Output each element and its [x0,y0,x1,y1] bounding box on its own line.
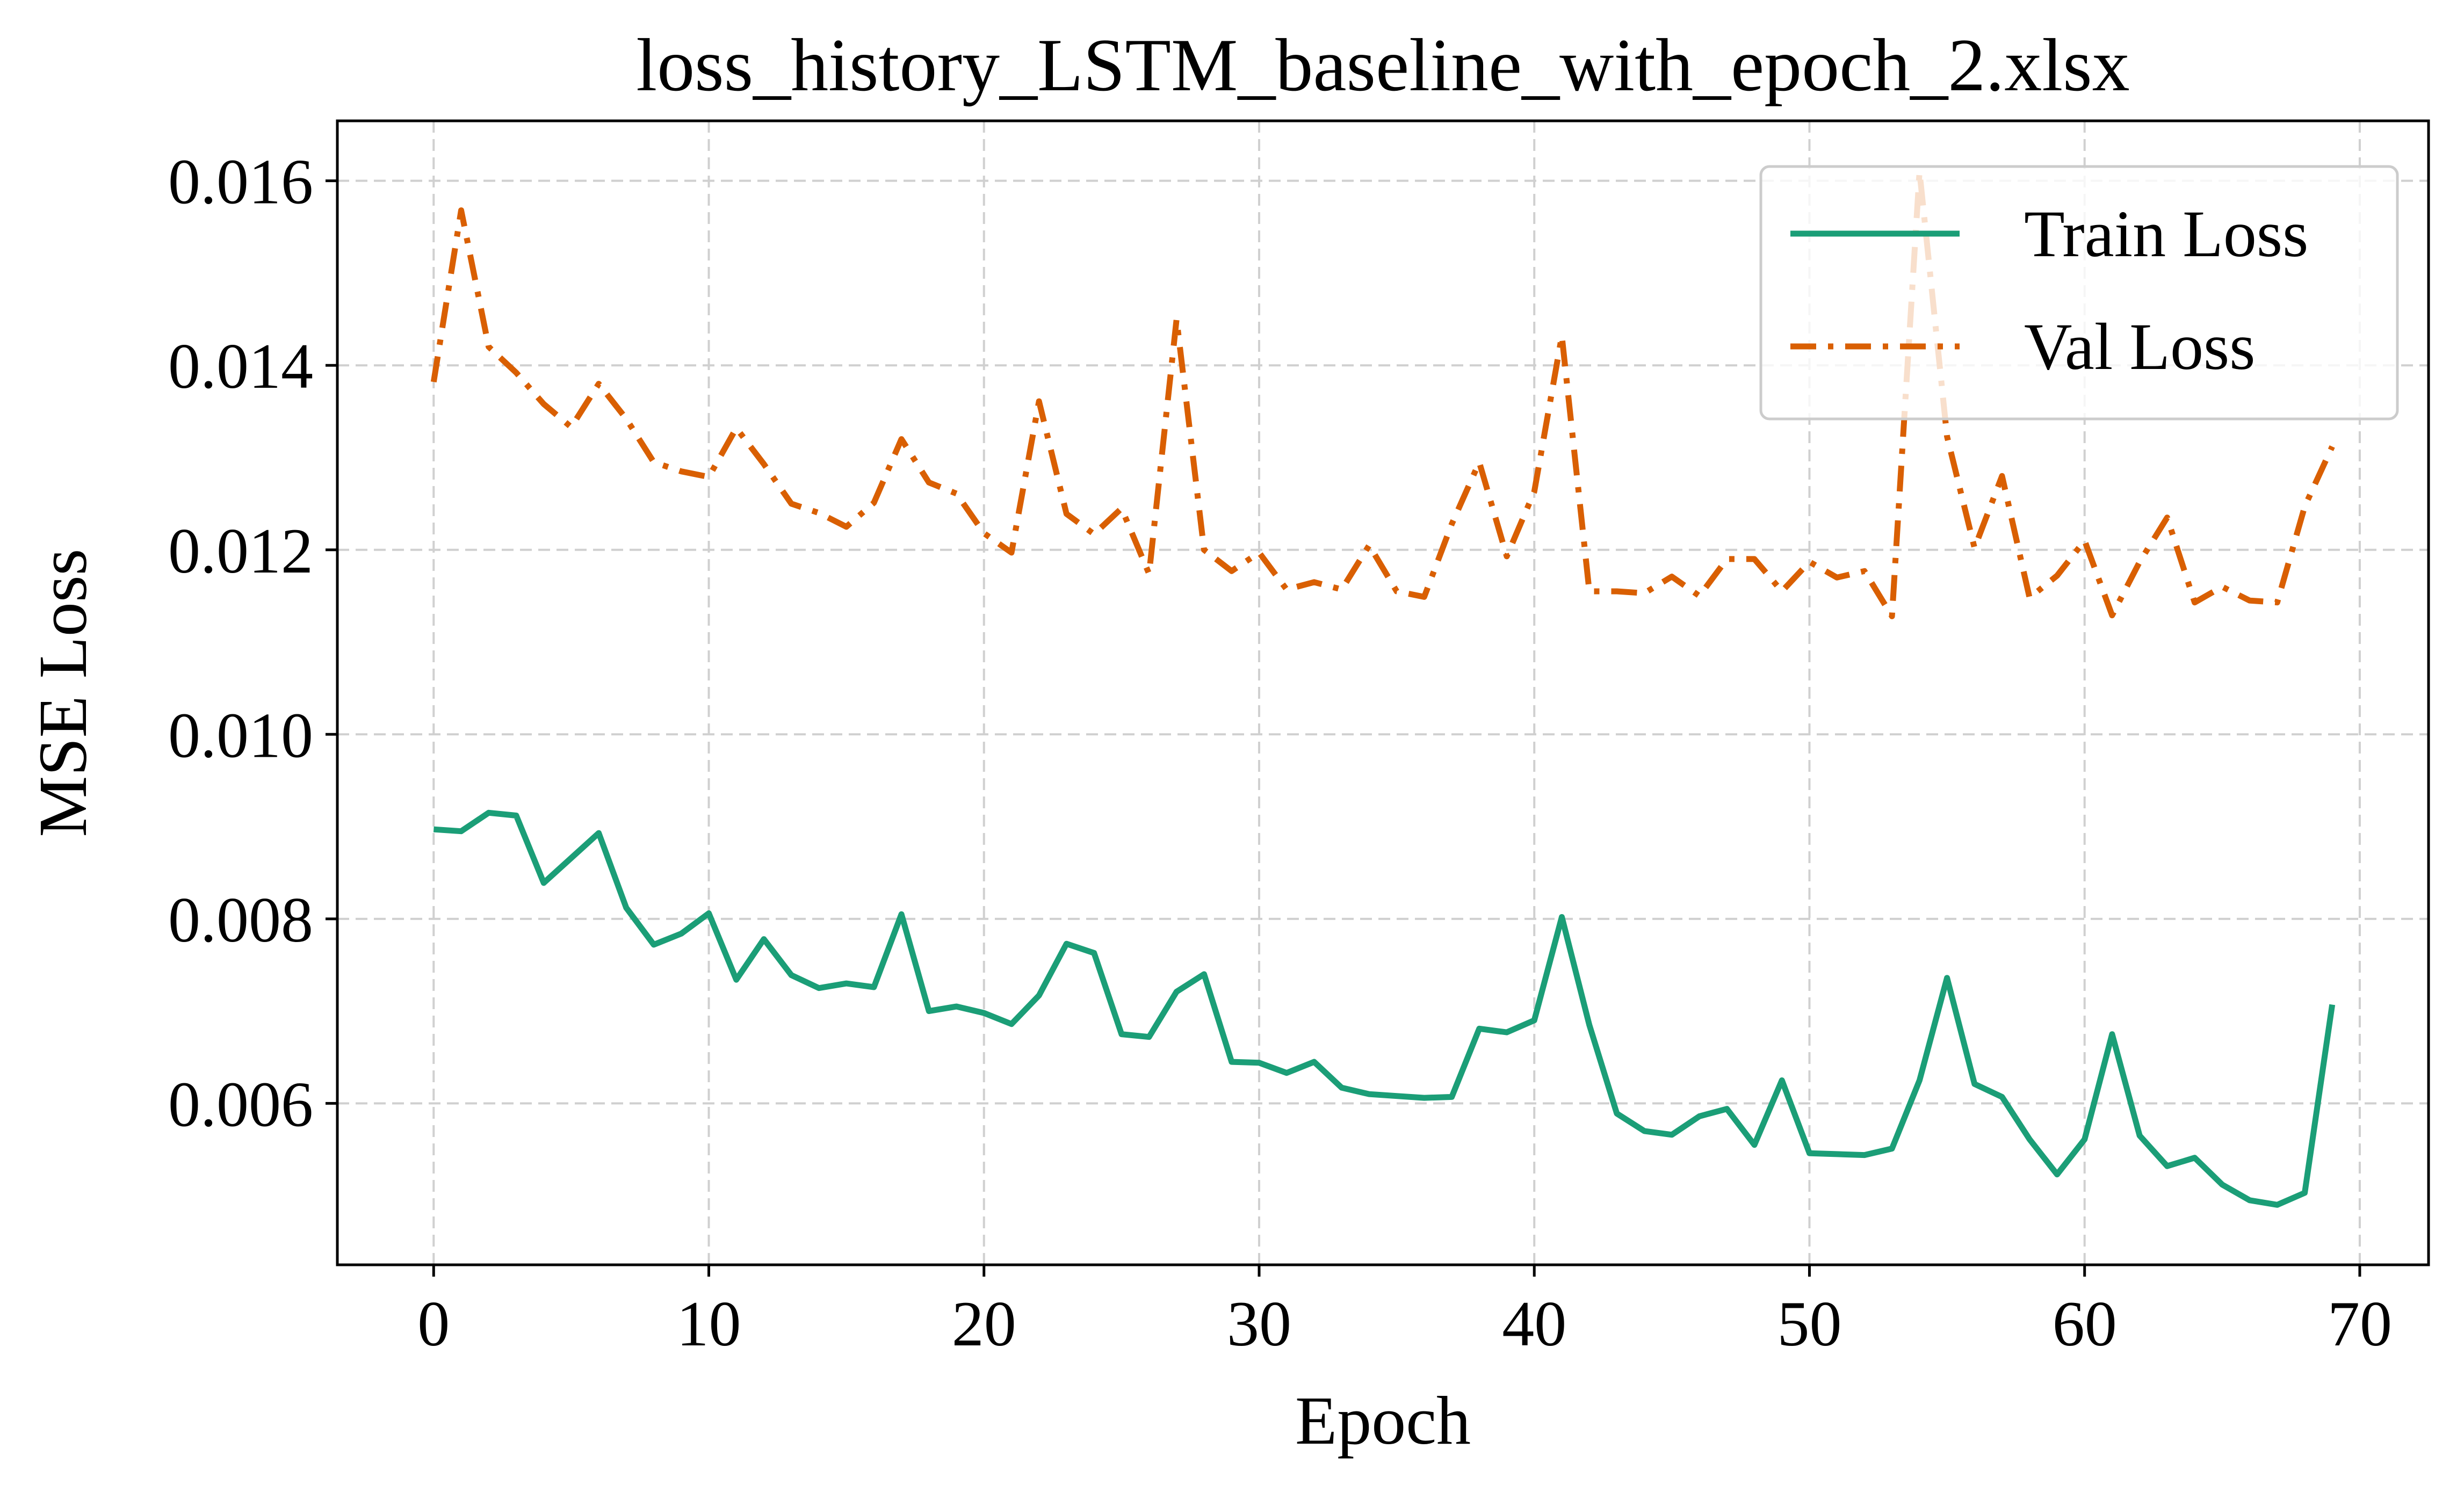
plot-area-frame [336,119,2430,1266]
x-tick-label: 40 [1502,1288,1566,1359]
y-tick-label: 0.008 [168,884,313,955]
legend: Train Loss Val Loss [1759,165,2399,421]
y-tick-label: 0.010 [168,699,313,771]
y-tick-label: 0.016 [168,146,313,218]
x-tick-label: 60 [2053,1288,2117,1359]
x-tick-label: 10 [677,1288,741,1359]
x-tick-label: 0 [417,1288,450,1359]
legend-train-loss-label: Train Loss [2024,197,2308,271]
series-line [430,169,2335,619]
series-line [433,809,2336,1208]
x-tick-label: 50 [1777,1288,1841,1359]
legend-val-loss-label: Val Loss [2024,310,2256,383]
series-train-loss [433,809,2336,1208]
axis-ticks: 0 10 20 30 40 50 60 70 0.006 0.008 0.010 0.012 0.014… [168,146,2392,1359]
y-tick-label: 0.014 [168,330,313,402]
x-tick-label: 70 [2328,1288,2392,1359]
chart-title: loss_history_LSTM_baseline_with_epoch_2.… [636,24,2129,107]
y-tick-label: 0.012 [168,515,313,586]
legend-box [1759,165,2399,421]
series-val-loss [430,169,2335,619]
x-axis-title: Epoch [1295,1382,1471,1459]
x-tick-label: 30 [1227,1288,1291,1359]
y-axis-title: MSE Loss [25,549,101,837]
y-tick-label: 0.006 [168,1068,313,1140]
x-tick-label: 20 [952,1288,1016,1359]
series-lines [430,169,2336,1208]
